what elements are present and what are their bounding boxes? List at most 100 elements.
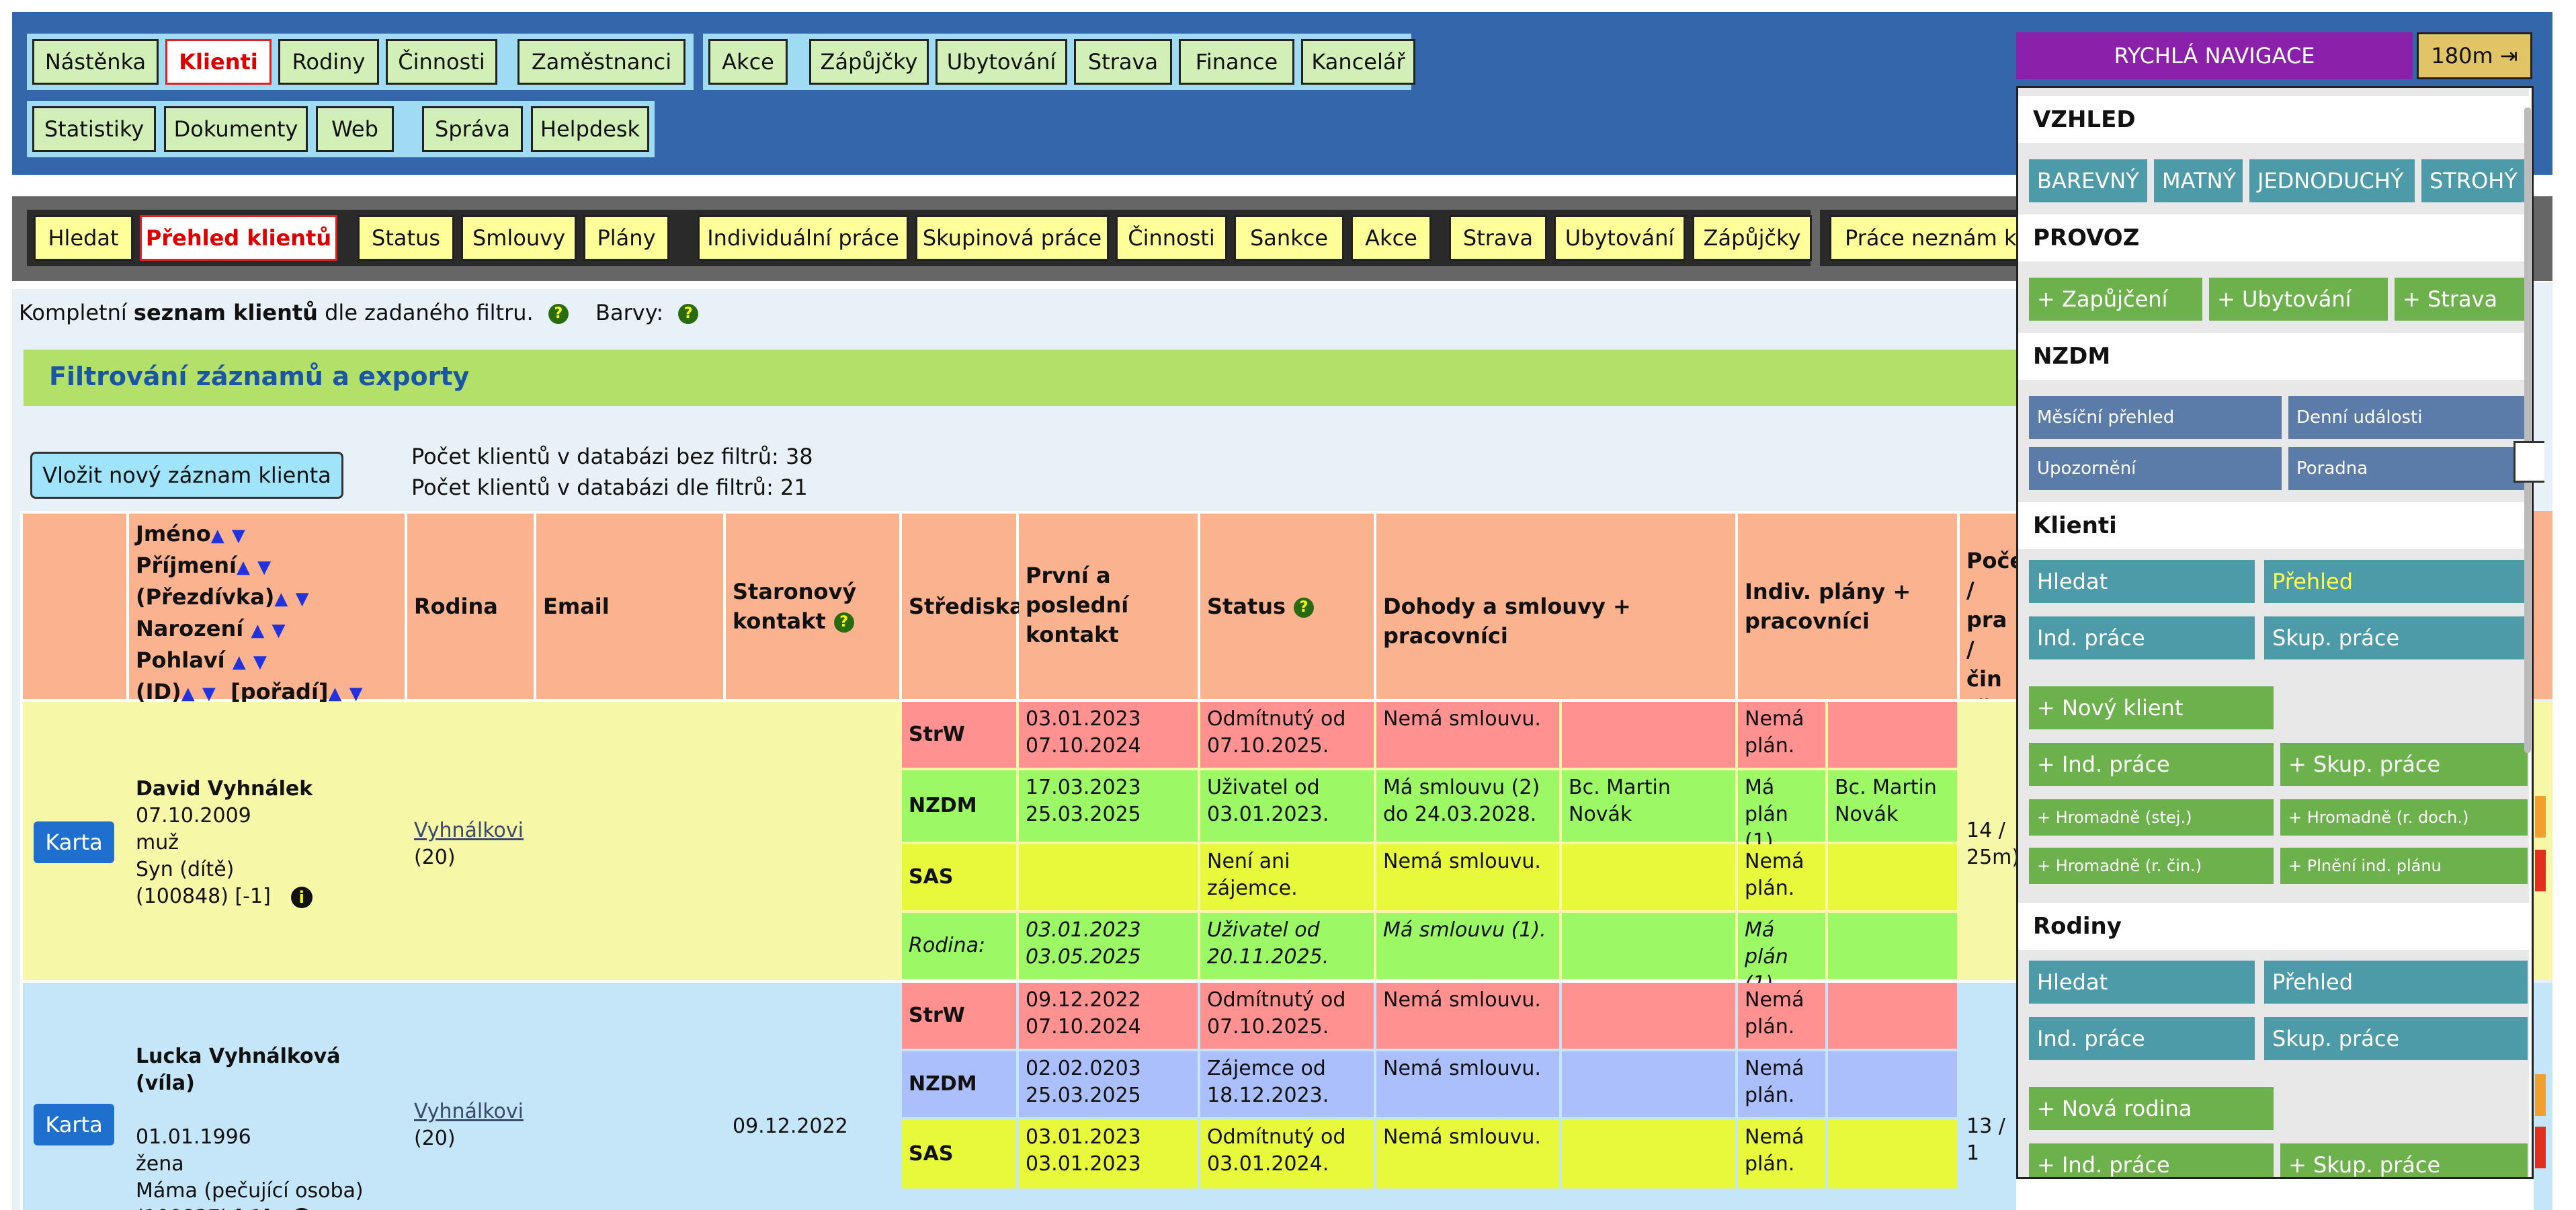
sort-desc-icon[interactable]: ▼: [349, 684, 363, 704]
help-icon[interactable]: ?: [833, 612, 854, 633]
info-icon[interactable]: i: [290, 1207, 313, 1210]
subtab-prehled-klientu[interactable]: Přehled klientů: [140, 215, 337, 261]
klienti-ind-prace[interactable]: Ind. práce: [2029, 616, 2255, 659]
center-contract-cell: Nemá smlouvu.: [1376, 702, 1559, 768]
subtab-sankce[interactable]: Sankce: [1234, 215, 1344, 261]
klienti-hromadne-stej[interactable]: + Hromadně (stej.): [2029, 799, 2274, 836]
tab-sprava[interactable]: Správa: [422, 106, 523, 152]
header-status-label: Status: [1207, 594, 1286, 619]
colors-help-icon[interactable]: ?: [678, 304, 699, 324]
subtab-individualni-prace[interactable]: Individuální práce: [698, 215, 909, 261]
rodiny-skup-prace[interactable]: Skup. práce: [2264, 1017, 2528, 1060]
session-timer-button[interactable]: 180m ⇥: [2417, 32, 2532, 79]
header-narozeni: Narození: [136, 616, 244, 641]
subtab-ubytovani[interactable]: Ubytování: [1554, 215, 1686, 261]
sort-asc-icon[interactable]: ▲: [232, 652, 246, 672]
tab-zamestnanci[interactable]: Zaměstnanci: [517, 39, 685, 85]
tab-helpdesk[interactable]: Helpdesk: [531, 106, 649, 152]
tab-web[interactable]: Web: [316, 106, 394, 152]
header-prvni: První a poslední kontakt: [1019, 514, 1198, 699]
help-icon[interactable]: ?: [548, 304, 569, 324]
sort-asc-icon[interactable]: ▲: [274, 589, 288, 609]
tab-zapujcky[interactable]: Zápůjčky: [809, 39, 929, 85]
subtab-cinnosti[interactable]: Činnosti: [1116, 215, 1227, 261]
klienti-hledat[interactable]: Hledat: [2029, 560, 2255, 603]
subtab-akce[interactable]: Akce: [1351, 215, 1431, 261]
center-contract-cell: Nemá smlouvu.: [1376, 844, 1559, 910]
klienti-novy-klient[interactable]: + Nový klient: [2029, 686, 2274, 729]
help-icon[interactable]: ?: [1294, 598, 1315, 618]
theme-barevny[interactable]: BAREVNÝ: [2029, 159, 2147, 202]
sort-asc-icon[interactable]: ▲: [328, 684, 342, 704]
quick-nav-header[interactable]: RYCHLÁ NAVIGACE: [2016, 32, 2413, 79]
subtab-plany[interactable]: Plány: [583, 215, 669, 261]
subtab-strava[interactable]: Strava: [1449, 215, 1547, 261]
quick-nav-scrollbar[interactable]: [2524, 108, 2531, 753]
tab-kancelar[interactable]: Kancelář: [1301, 39, 1415, 85]
info-icon[interactable]: i: [290, 886, 313, 908]
klienti-hromadne-rcin[interactable]: + Hromadně (r. čin.): [2029, 848, 2274, 884]
family-link[interactable]: Vyhnálkovi: [414, 1100, 524, 1123]
tab-strava[interactable]: Strava: [1074, 39, 1172, 85]
subtab-hledat[interactable]: Hledat: [34, 215, 133, 261]
section-klienti-title: Klienti: [2018, 502, 2529, 549]
subtab-prace-neznam-klienti[interactable]: Práce neznám kli: [1829, 215, 2051, 261]
tab-statistiky[interactable]: Statistiky: [32, 106, 156, 152]
new-client-button[interactable]: Vložit nový záznam klienta: [30, 452, 343, 499]
quick-strava[interactable]: + Strava: [2395, 278, 2528, 321]
subtab-zapujcky[interactable]: Zápůjčky: [1692, 215, 1812, 261]
nzdm-poradna[interactable]: Poradna: [2288, 447, 2528, 490]
tab-cinnosti[interactable]: Činnosti: [386, 39, 497, 85]
rodiny-add-ind-prace[interactable]: + Ind. práce: [2029, 1143, 2274, 1177]
subtab-skupinova-prace[interactable]: Skupinová práce: [915, 215, 1109, 261]
tab-ubytovani[interactable]: Ubytování: [936, 39, 1067, 85]
tab-akce[interactable]: Akce: [708, 39, 788, 85]
klienti-prehled[interactable]: Přehled: [2264, 560, 2528, 603]
sort-desc-icon[interactable]: ▼: [272, 620, 286, 641]
header-rodina: Rodina: [407, 514, 534, 699]
klienti-skup-prace[interactable]: Skup. práce: [2264, 616, 2528, 659]
sort-asc-icon[interactable]: ▲: [181, 684, 195, 704]
quick-ubytovani[interactable]: + Ubytování: [2209, 278, 2388, 321]
nzdm-upozorneni[interactable]: Upozornění: [2029, 447, 2282, 490]
tab-rodiny[interactable]: Rodiny: [278, 39, 379, 85]
theme-matny[interactable]: MATNÝ: [2154, 159, 2243, 202]
theme-jednoduchy[interactable]: JEDNODUCHÝ: [2249, 159, 2415, 202]
tab-klienti[interactable]: Klienti: [165, 39, 272, 85]
rodiny-nova-rodina[interactable]: + Nová rodina: [2029, 1087, 2274, 1130]
subtab-smlouvy[interactable]: Smlouvy: [461, 215, 577, 261]
center-worker-cell: [1562, 913, 1735, 979]
klienti-add-skup-prace[interactable]: + Skup. práce: [2280, 743, 2528, 786]
subtab-status[interactable]: Status: [358, 215, 454, 261]
family-link[interactable]: Vyhnálkovi: [414, 819, 524, 842]
sort-desc-icon[interactable]: ▼: [231, 526, 245, 546]
rodiny-hledat[interactable]: Hledat: [2029, 961, 2255, 1004]
sort-desc-icon[interactable]: ▼: [202, 684, 216, 704]
sort-desc-icon[interactable]: ▼: [257, 557, 272, 577]
center-worker-cell: [1562, 702, 1735, 768]
klienti-add-ind-prace[interactable]: + Ind. práce: [2029, 743, 2274, 786]
nzdm-mesicni-prehled[interactable]: Měsíční přehled: [2029, 396, 2282, 439]
center-plan-cell: Nemá plán.: [1738, 702, 1825, 768]
karta-button[interactable]: Karta: [34, 1104, 114, 1145]
tab-nastenka[interactable]: Nástěnka: [32, 39, 159, 85]
tab-finance[interactable]: Finance: [1179, 39, 1294, 85]
client-family: Vyhnálkovi (20): [407, 813, 534, 875]
klienti-hromadne-rdoch[interactable]: + Hromadně (r. doch.): [2280, 799, 2528, 836]
rodiny-add-skup-prace[interactable]: + Skup. práce: [2280, 1143, 2528, 1177]
right-edge-marker: [2535, 796, 2546, 838]
quick-zapujceni[interactable]: + Zapůjčení: [2029, 278, 2202, 321]
sort-asc-icon[interactable]: ▲: [236, 557, 250, 577]
karta-button[interactable]: Karta: [34, 821, 114, 863]
right-edge-input[interactable]: [2513, 441, 2544, 483]
sort-asc-icon[interactable]: ▲: [251, 620, 265, 641]
rodiny-prehled[interactable]: Přehled: [2264, 961, 2528, 1004]
sort-asc-icon[interactable]: ▲: [210, 526, 224, 546]
theme-strohy[interactable]: STROHÝ: [2421, 159, 2528, 202]
sort-desc-icon[interactable]: ▼: [295, 589, 309, 609]
tab-dokumenty[interactable]: Dokumenty: [164, 106, 308, 152]
nzdm-denni-udalosti[interactable]: Denní události: [2288, 396, 2528, 439]
rodiny-ind-prace[interactable]: Ind. práce: [2029, 1017, 2255, 1060]
sort-desc-icon[interactable]: ▼: [253, 652, 267, 672]
klienti-plneni-planu[interactable]: + Plnění ind. plánu: [2280, 848, 2528, 884]
